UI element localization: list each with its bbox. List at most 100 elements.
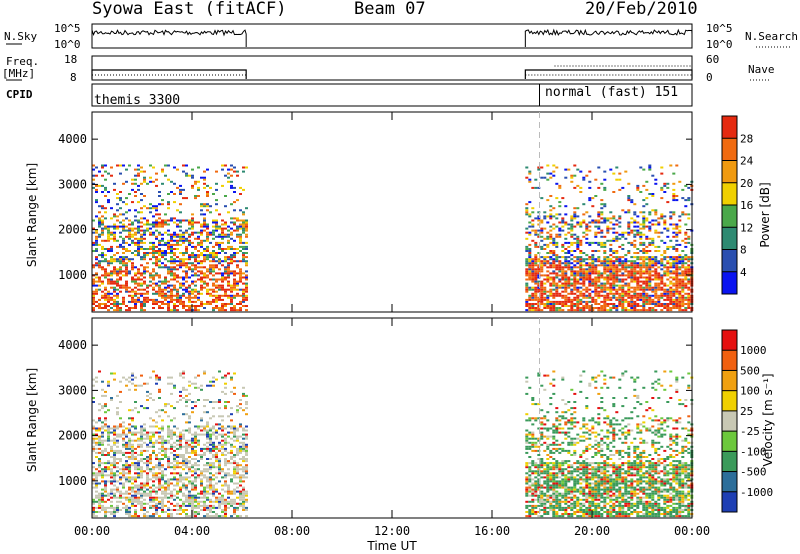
- heatmap-cell: [230, 431, 233, 434]
- freq-label: Freq.: [6, 55, 40, 68]
- heatmap-cell: [125, 445, 128, 448]
- heatmap-cell: [95, 429, 98, 432]
- heatmap-cell: [615, 280, 619, 283]
- heatmap-cell: [209, 278, 212, 281]
- heatmap-cell: [182, 509, 185, 511]
- heatmap-cell: [206, 437, 209, 440]
- heatmap-cell: [567, 309, 571, 312]
- heatmap-cell: [173, 454, 176, 456]
- heatmap-cell: [167, 500, 170, 503]
- heatmap-cell: [134, 515, 137, 518]
- heatmap-cell: [137, 248, 140, 250]
- heatmap-cell: [155, 213, 158, 216]
- heatmap-cell: [191, 217, 194, 220]
- heatmap-cell: [194, 296, 197, 299]
- heatmap-cell: [555, 284, 559, 287]
- heatmap-cell: [242, 429, 245, 432]
- heatmap-cell: [98, 492, 101, 495]
- heatmap-cell: [648, 241, 652, 244]
- heatmap-cell: [573, 211, 577, 214]
- heatmap-cell: [185, 250, 188, 252]
- heatmap-cell: [212, 284, 215, 287]
- heatmap-cell: [242, 227, 245, 230]
- heatmap-cell: [125, 464, 128, 467]
- heatmap-cell: [170, 243, 173, 246]
- heatmap-cell: [681, 262, 685, 265]
- heatmap-cell: [624, 258, 628, 261]
- heatmap-cell: [212, 449, 215, 452]
- heatmap-cell: [540, 245, 544, 248]
- heatmap-cell: [579, 300, 583, 303]
- heatmap-cell: [549, 272, 553, 275]
- heatmap-cell: [242, 298, 245, 301]
- heatmap-cell: [116, 227, 119, 230]
- heatmap-cell: [525, 309, 529, 312]
- heatmap-cell: [669, 164, 673, 167]
- heatmap-cell: [215, 229, 218, 232]
- heatmap-cell: [633, 268, 637, 271]
- heatmap-cell: [215, 221, 218, 224]
- heatmap-cell: [675, 268, 679, 271]
- heatmap-cell: [95, 239, 98, 242]
- heatmap-cell: [98, 482, 101, 485]
- heatmap-cell: [185, 464, 188, 467]
- heatmap-cell: [119, 243, 122, 246]
- heatmap-cell: [663, 215, 667, 218]
- heatmap-cell: [588, 272, 592, 275]
- heatmap-cell: [176, 168, 179, 171]
- heatmap-cell: [92, 502, 95, 505]
- heatmap-cell: [173, 260, 176, 263]
- heatmap-cell: [182, 294, 185, 297]
- heatmap-cell: [206, 203, 209, 206]
- heatmap-cell: [585, 303, 589, 305]
- heatmap-cell: [239, 274, 242, 277]
- heatmap-cell: [561, 300, 565, 303]
- heatmap-cell: [200, 252, 203, 254]
- heatmap-cell: [606, 264, 610, 267]
- heatmap-cell: [206, 292, 209, 295]
- heatmap-cell: [636, 298, 640, 301]
- heatmap-cell: [140, 229, 143, 232]
- heatmap-cell: [642, 243, 646, 246]
- heatmap-cell: [233, 272, 236, 275]
- heatmap-cell: [164, 254, 167, 257]
- heatmap-cell: [236, 272, 239, 275]
- heatmap-cell: [107, 466, 110, 469]
- heatmap-cell: [179, 445, 182, 448]
- heatmap-cell: [101, 451, 104, 454]
- heatmap-cell: [540, 260, 544, 263]
- heatmap-cell: [663, 288, 667, 291]
- heatmap-cell: [615, 296, 619, 299]
- heatmap-cell: [654, 300, 658, 303]
- heatmap-cell: [642, 256, 646, 259]
- heatmap-cell: [236, 502, 239, 505]
- heatmap-cell: [161, 458, 164, 460]
- heatmap-cell: [137, 268, 140, 271]
- heatmap-cell: [242, 231, 245, 234]
- heatmap-cell: [107, 233, 110, 236]
- heatmap-cell: [654, 272, 658, 275]
- heatmap-cell: [134, 498, 137, 501]
- heatmap-cell: [678, 274, 682, 277]
- heatmap-cell: [92, 472, 95, 475]
- heatmap-cell: [528, 509, 532, 511]
- heatmap-cell: [528, 288, 532, 291]
- heatmap-cell: [660, 260, 664, 263]
- heatmap-cell: [245, 433, 248, 436]
- heatmap-cell: [221, 502, 224, 505]
- heatmap-cell: [155, 439, 158, 442]
- heatmap-cell: [591, 266, 595, 269]
- heatmap-cell: [564, 260, 568, 263]
- heatmap-cell: [182, 482, 185, 485]
- heatmap-cell: [95, 300, 98, 303]
- heatmap-cell: [534, 260, 538, 263]
- heatmap-cell: [131, 454, 134, 456]
- heatmap-cell: [194, 195, 197, 197]
- heatmap-cell: [110, 280, 113, 283]
- heatmap-cell: [173, 478, 176, 481]
- heatmap-cell: [242, 276, 245, 279]
- heatmap-cell: [528, 180, 532, 183]
- heatmap-cell: [585, 296, 589, 299]
- heatmap-cell: [528, 511, 532, 513]
- heatmap-cell: [579, 298, 583, 301]
